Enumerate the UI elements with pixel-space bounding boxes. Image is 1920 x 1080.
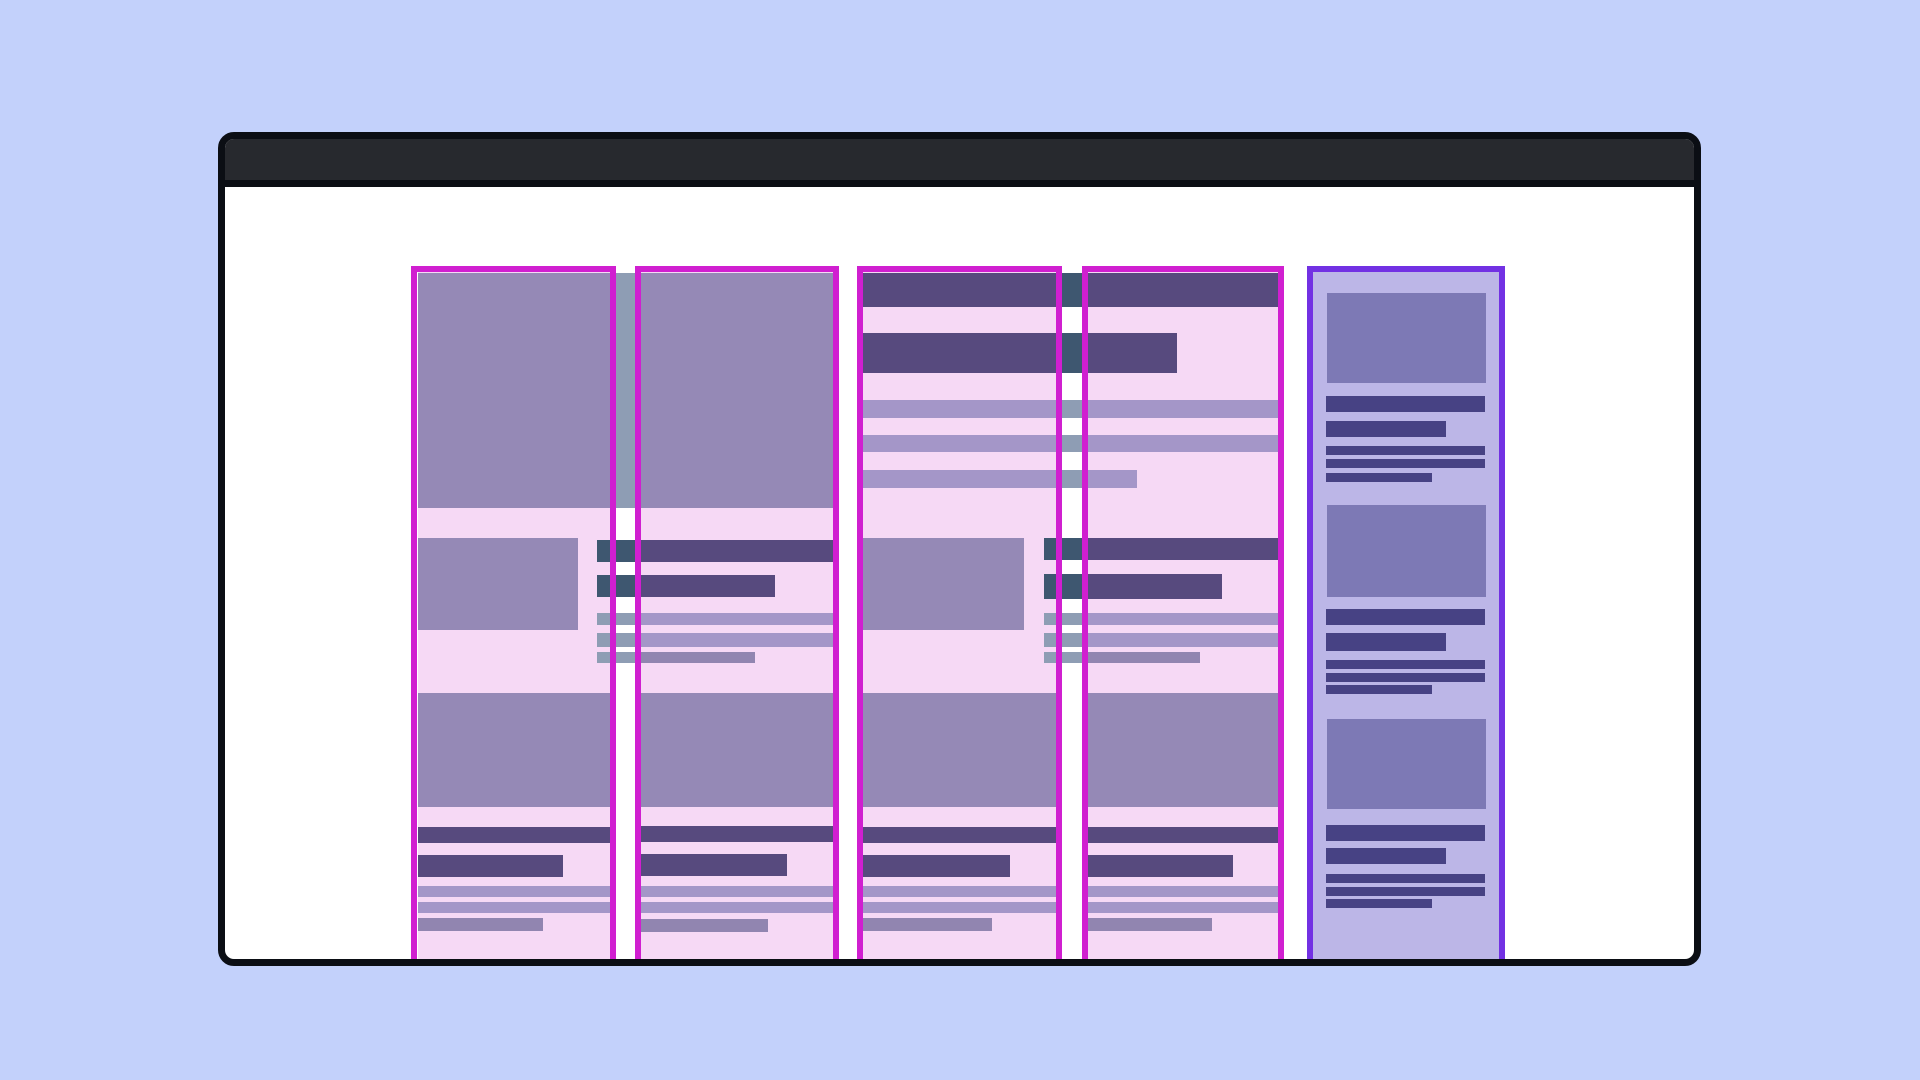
hidden-gap-slice xyxy=(597,652,641,663)
media-text-line xyxy=(641,613,833,625)
card-text-line xyxy=(418,902,610,913)
media-subheading-bar xyxy=(641,575,775,597)
window-titlebar-separator xyxy=(225,180,1694,187)
hidden-gap-slice xyxy=(1044,633,1088,647)
hidden-gap-slice xyxy=(1044,574,1088,599)
card-image-placeholder xyxy=(1088,693,1278,807)
hero-image-placeholder xyxy=(418,273,610,508)
media-image-placeholder xyxy=(863,538,1024,630)
card-text-line xyxy=(1326,459,1485,468)
window-titlebar xyxy=(225,139,1694,180)
card-text-line xyxy=(863,902,1056,913)
column-4-box xyxy=(1082,266,1284,959)
hidden-gap-slice xyxy=(597,613,641,625)
card-text-line xyxy=(641,919,768,932)
hidden-gap-slice xyxy=(1056,470,1088,488)
hidden-gap-slice xyxy=(1056,435,1088,452)
card-image-placeholder xyxy=(863,693,1056,807)
card-heading-bar xyxy=(863,827,1056,843)
hidden-gap-slice xyxy=(597,575,641,597)
media-text-line xyxy=(641,633,833,647)
card-text-line xyxy=(1326,899,1432,908)
paragraph-line xyxy=(1088,435,1278,452)
article-heading-bar xyxy=(863,333,1056,373)
media-heading-bar xyxy=(1088,538,1278,560)
media-text-line xyxy=(1088,633,1278,647)
card-text-line xyxy=(1088,902,1278,913)
hidden-gap-slice xyxy=(1044,613,1088,625)
hidden-gap-slice xyxy=(597,540,641,562)
media-heading-bar xyxy=(641,540,833,562)
card-subheading-bar xyxy=(1088,855,1233,877)
card-subheading-bar xyxy=(418,855,563,877)
card-heading-bar xyxy=(1326,396,1485,412)
hero-image-placeholder xyxy=(641,273,833,508)
card-text-line xyxy=(418,918,543,931)
card-subheading-bar xyxy=(1326,848,1446,864)
paragraph-line xyxy=(863,470,1056,488)
card-text-line xyxy=(1326,673,1485,682)
hidden-gap-slice xyxy=(597,633,641,647)
card-text-line xyxy=(1326,660,1485,669)
card-text-line xyxy=(1326,446,1485,455)
card-text-line xyxy=(1326,685,1432,694)
card-text-line xyxy=(641,902,833,913)
card-subheading-bar xyxy=(863,855,1010,877)
card-text-line xyxy=(418,886,610,897)
card-heading-bar xyxy=(418,827,610,843)
page-content-layer xyxy=(225,139,1694,959)
hidden-gap-slice xyxy=(1056,400,1088,418)
paragraph-line xyxy=(863,400,1056,418)
card-image-placeholder xyxy=(641,693,833,807)
card-heading-bar xyxy=(1326,609,1485,625)
browser-window xyxy=(218,132,1701,966)
hidden-gap-slice xyxy=(1044,538,1088,560)
card-subheading-bar xyxy=(1326,633,1446,651)
card-heading-bar xyxy=(1088,827,1278,843)
card-text-line xyxy=(863,918,992,931)
column-1-box xyxy=(411,266,616,959)
column-3-box xyxy=(857,266,1062,959)
card-text-line xyxy=(1088,918,1212,931)
card-text-line xyxy=(1326,874,1485,883)
card-text-line xyxy=(1088,886,1278,897)
column-2-box xyxy=(635,266,839,959)
media-text-line xyxy=(1088,652,1200,663)
card-subheading-bar xyxy=(1326,421,1446,437)
card-text-line xyxy=(863,886,1056,897)
card-image-placeholder xyxy=(1327,719,1486,809)
media-subheading-bar xyxy=(1088,574,1222,599)
article-heading-bar xyxy=(1088,333,1177,373)
paragraph-line xyxy=(1088,400,1278,418)
card-heading-bar xyxy=(641,826,833,842)
media-image-placeholder xyxy=(418,538,578,630)
paragraph-line xyxy=(1088,470,1137,488)
card-image-placeholder xyxy=(1327,505,1486,597)
hidden-gap-slice xyxy=(1044,652,1088,663)
card-text-line xyxy=(1326,887,1485,896)
article-heading-bar xyxy=(1088,273,1278,307)
card-text-line xyxy=(641,886,833,897)
media-text-line xyxy=(1088,613,1278,625)
card-image-placeholder xyxy=(418,693,610,807)
card-image-placeholder xyxy=(1327,293,1486,383)
card-text-line xyxy=(1326,473,1432,482)
column-5-box xyxy=(1307,266,1505,959)
card-heading-bar xyxy=(1326,825,1485,841)
paragraph-line xyxy=(863,435,1056,452)
media-text-line xyxy=(641,652,755,663)
card-subheading-bar xyxy=(641,854,787,876)
article-heading-bar xyxy=(863,273,1056,307)
